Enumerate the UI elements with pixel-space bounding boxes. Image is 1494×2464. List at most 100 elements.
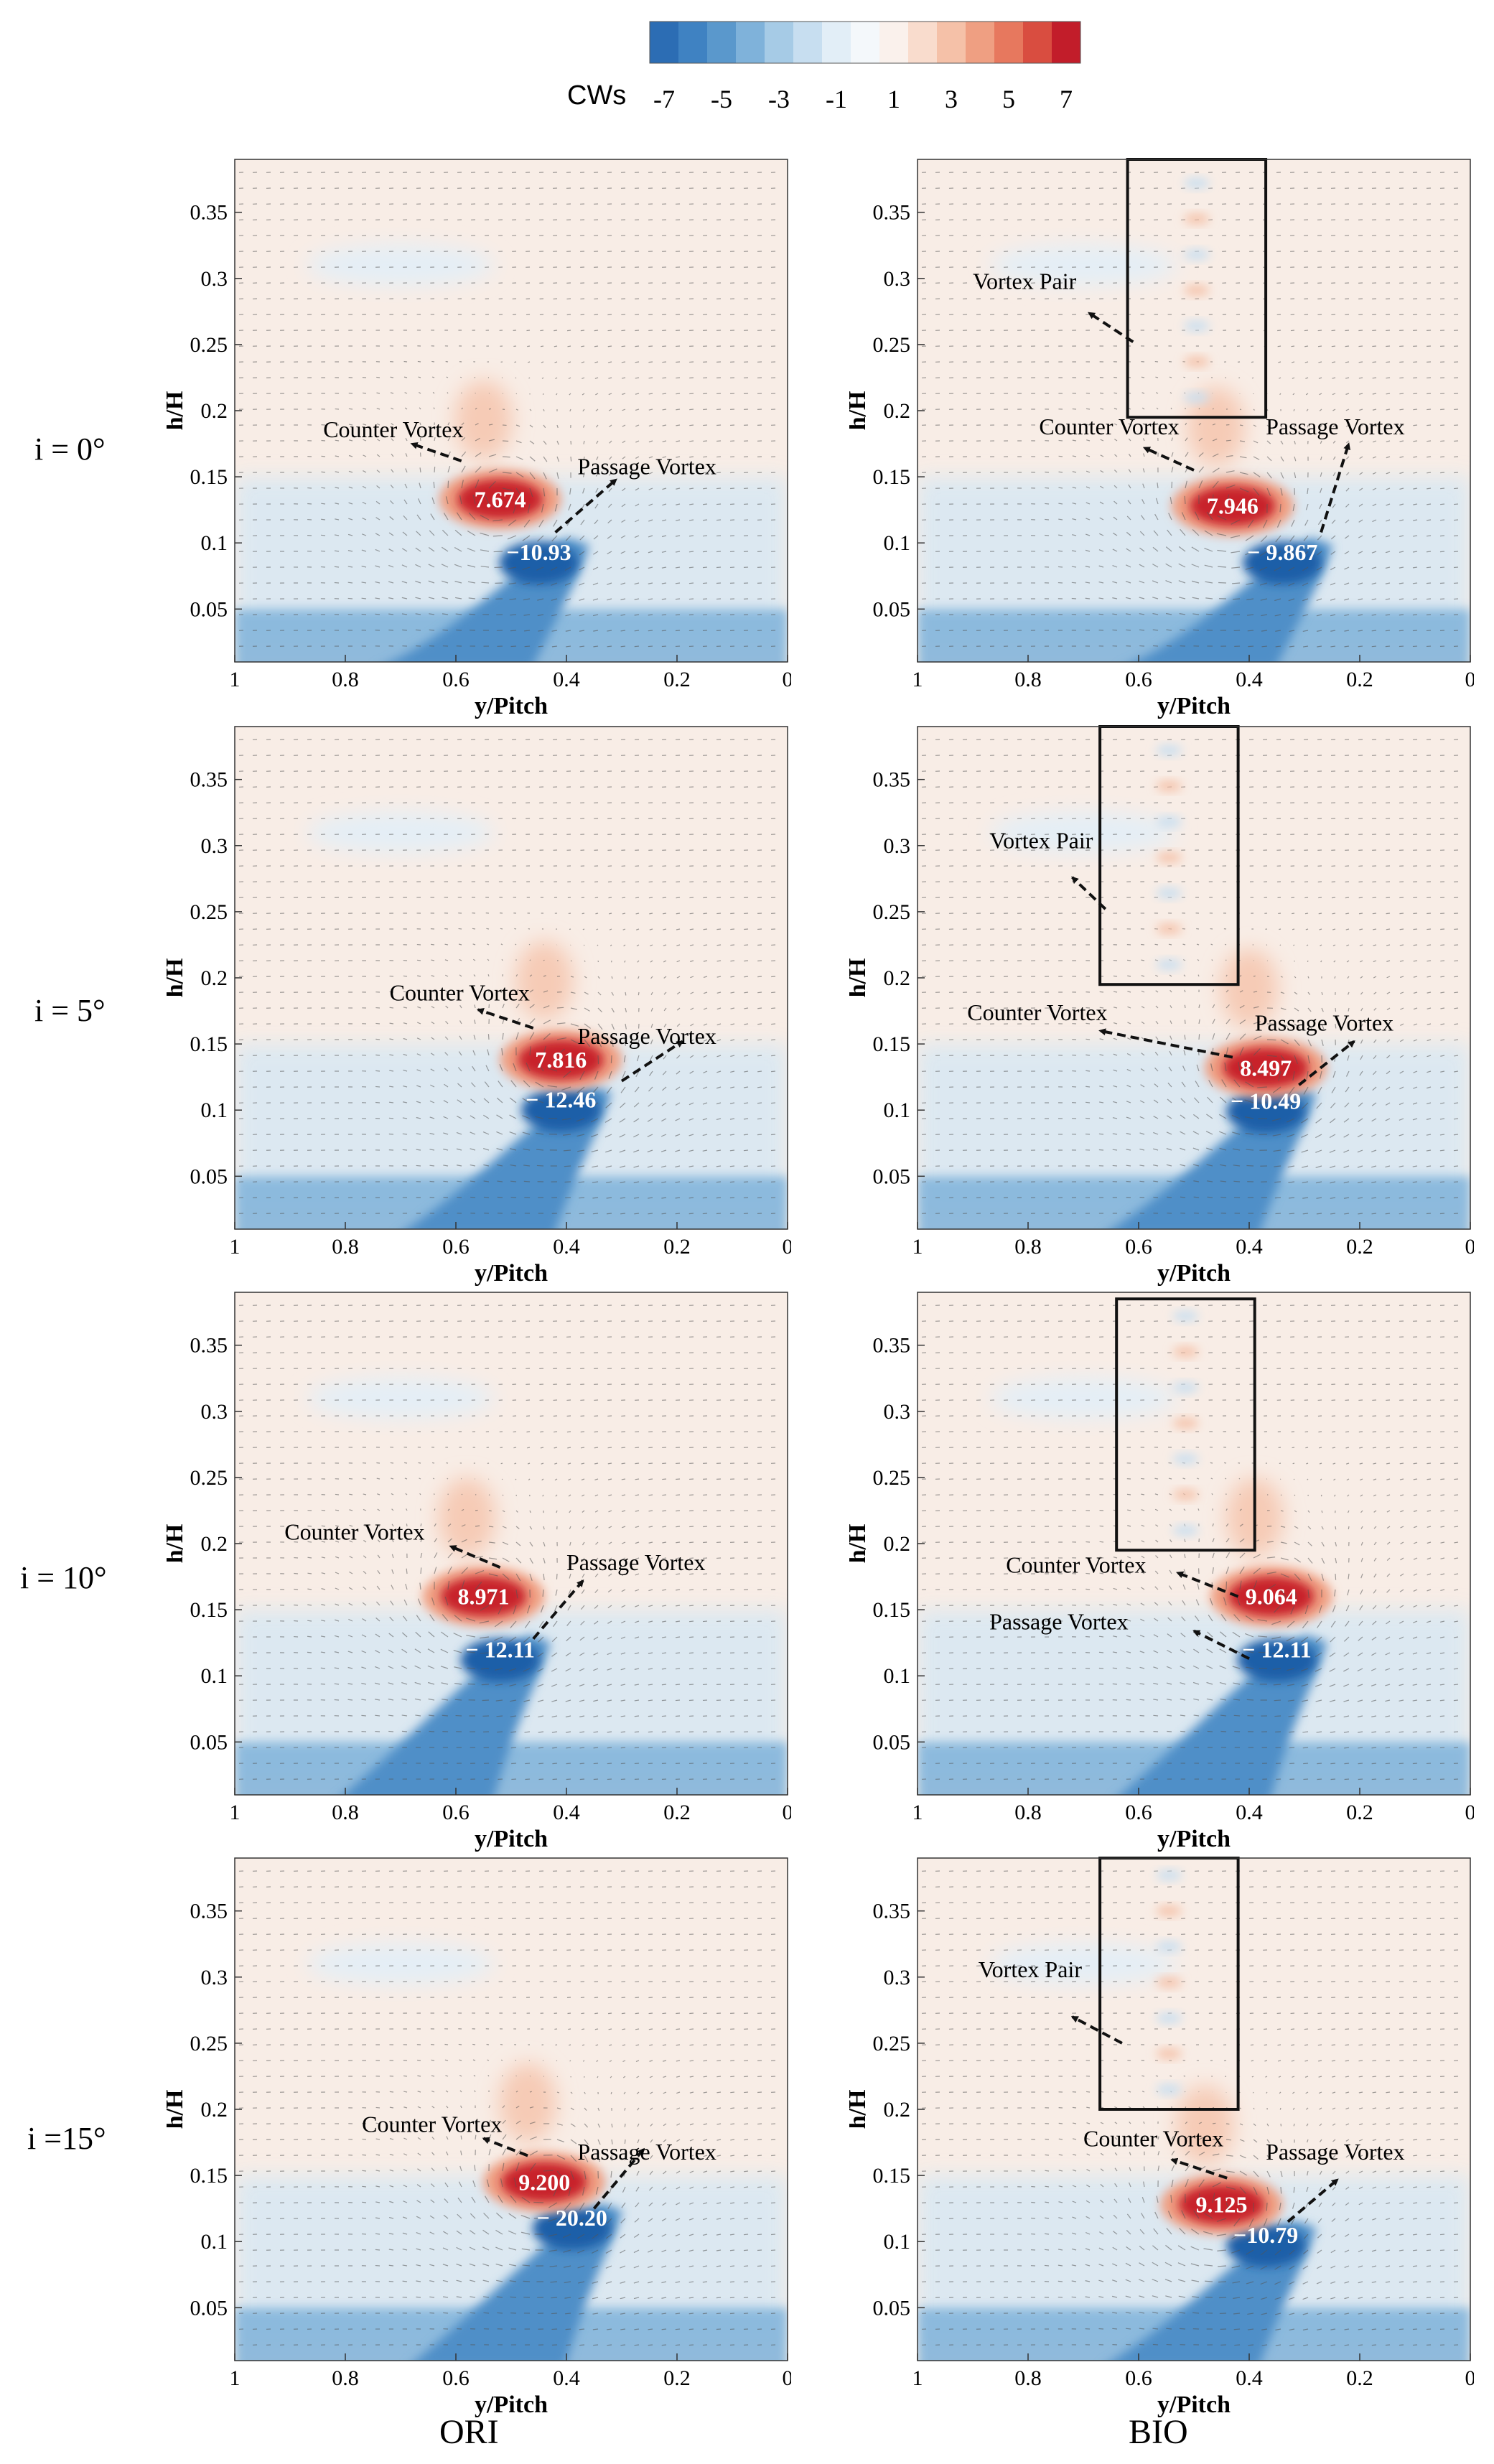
colorbar-tick-label: 3 xyxy=(945,85,958,113)
x-tick-label: 0.4 xyxy=(1236,1801,1263,1824)
colorbar-swatch xyxy=(736,22,765,63)
max-value-label: 9.125 xyxy=(1196,2192,1248,2218)
x-tick-label: 0.2 xyxy=(663,668,691,691)
annotation-label: Passage Vortex xyxy=(1266,414,1404,439)
panel-i15-bio: 1 0.8 0.6 0.4 0.2 0 y/Pitch 0.05 0.1 0.15 0.2 0.25 0… xyxy=(849,1857,1474,2418)
panel-i5-ori: 1 0.8 0.6 0.4 0.2 0 y/Pitch 0.05 0.1 0.15 0.2 0.25 0… xyxy=(167,726,792,1287)
annotation-label: Counter Vortex xyxy=(284,1518,424,1544)
x-tick-label: 0 xyxy=(783,1235,792,1259)
counter-vortex-core xyxy=(1189,485,1276,526)
x-tick-label: 0.4 xyxy=(553,2366,580,2390)
annotation-label: Counter Vortex xyxy=(967,999,1107,1025)
x-axis-label: y/Pitch xyxy=(1157,2391,1231,2418)
x-tick-label: 0.4 xyxy=(553,668,580,691)
y-tick-label: 0.25 xyxy=(873,900,911,924)
y-axis-label: h/H xyxy=(849,2090,871,2129)
field-positive-lobe xyxy=(499,2063,557,2142)
colorbar-swatch xyxy=(994,22,1024,63)
vortex-pair-cell xyxy=(1156,888,1182,899)
x-tick-label: 0.8 xyxy=(332,2366,359,2390)
y-tick-label: 0.2 xyxy=(884,2098,911,2122)
passage-vortex-core xyxy=(460,1638,540,1682)
colorbar-swatch xyxy=(1052,22,1081,63)
y-tick-label: 0.15 xyxy=(873,1032,911,1056)
field-light-region xyxy=(307,1943,494,1984)
y-tick-label: 0.3 xyxy=(884,1400,911,1424)
x-tick-label: 1 xyxy=(912,668,923,691)
y-tick-label: 0.1 xyxy=(201,1098,228,1122)
x-axis-label: y/Pitch xyxy=(475,1260,548,1287)
annotation-label: Passage Vortex xyxy=(989,1609,1128,1635)
annotation-arrow xyxy=(1088,312,1134,343)
vortex-pair-cell xyxy=(1156,1870,1182,1880)
field-positive-lobe xyxy=(1176,2086,1234,2165)
x-tick-label: 0.4 xyxy=(1236,2366,1263,2390)
passage-vortex-core xyxy=(1243,541,1322,585)
y-tick-label: 0.1 xyxy=(201,1664,228,1688)
y-tick-label: 0.3 xyxy=(201,1400,228,1424)
y-tick-label: 0.35 xyxy=(190,768,228,792)
y-tick-label: 0.15 xyxy=(190,465,228,489)
max-value-label: 9.064 xyxy=(1246,1584,1297,1610)
colorbar-title: CWs xyxy=(567,80,627,111)
annotation-label: Counter Vortex xyxy=(1039,414,1179,439)
colorbar-swatch xyxy=(822,22,851,63)
y-tick-label: 0.2 xyxy=(884,966,911,990)
counter-vortex-core xyxy=(501,2162,588,2203)
colorbar-swatch xyxy=(678,22,708,63)
passage-vortex-core xyxy=(1226,1090,1306,1134)
min-value-label: −10.79 xyxy=(1233,2222,1298,2248)
x-tick-label: 0.4 xyxy=(553,1801,580,1824)
annotation-arrow xyxy=(410,442,462,462)
y-tick-label: 0.2 xyxy=(884,399,911,423)
vortex-pair-cell xyxy=(1156,2048,1182,2059)
y-tick-label: 0.15 xyxy=(873,2164,911,2188)
column-label-ori: ORI xyxy=(439,2413,499,2451)
min-value-label: −10.93 xyxy=(506,539,571,565)
max-value-label: 7.816 xyxy=(535,1047,587,1073)
max-value-label: 9.200 xyxy=(518,2169,570,2195)
x-tick-label: 0.6 xyxy=(1125,1801,1152,1824)
x-tick-label: 0 xyxy=(783,2366,792,2390)
panel-i5-bio: 1 0.8 0.6 0.4 0.2 0 y/Pitch 0.05 0.1 0.15 0.2 0.25 0… xyxy=(849,725,1474,1287)
colorbar-swatch xyxy=(851,22,880,63)
vortex-pair-cell xyxy=(1172,1311,1199,1322)
row-label-2: i = 10° xyxy=(20,1560,107,1595)
y-tick-label: 0.25 xyxy=(190,1466,228,1490)
annotation-arrow xyxy=(1320,442,1350,533)
vector-field xyxy=(921,1870,1459,2346)
y-tick-label: 0.25 xyxy=(873,2032,911,2055)
min-value-label: − 20.20 xyxy=(537,2205,607,2231)
y-tick-label: 0.35 xyxy=(873,1900,911,1923)
passage-vortex-core xyxy=(532,2207,612,2251)
min-value-label: − 12.11 xyxy=(465,1636,534,1662)
vortex-pair-cell xyxy=(1156,1977,1182,1988)
colorbar-tick-label: 5 xyxy=(1002,85,1015,113)
colorbar-swatch xyxy=(1023,22,1052,63)
vortex-pair-cell xyxy=(1183,178,1210,189)
x-tick-label: 0.4 xyxy=(1236,1235,1263,1259)
y-tick-label: 0.15 xyxy=(873,1598,911,1622)
x-tick-label: 0.8 xyxy=(332,1235,359,1259)
annotation-label: Counter Vortex xyxy=(1006,1552,1146,1578)
colorbar-tick-label: -1 xyxy=(826,85,847,113)
x-tick-label: 1 xyxy=(912,1801,923,1824)
y-tick-label: 0.25 xyxy=(190,2032,228,2055)
y-tick-label: 0.05 xyxy=(873,2296,911,2320)
colorbar-tick-label: -3 xyxy=(768,85,790,113)
counter-vortex-core xyxy=(1228,1576,1315,1617)
vortex-pair-cell xyxy=(1156,745,1182,756)
y-tick-label: 0.05 xyxy=(190,2296,228,2320)
row-label-1: i = 5° xyxy=(34,993,106,1028)
vector-field xyxy=(921,172,1459,648)
annotation-label: Counter Vortex xyxy=(323,416,463,442)
x-axis-label: y/Pitch xyxy=(1157,1260,1231,1287)
annotation-arrow xyxy=(620,1040,684,1083)
x-tick-label: 0.2 xyxy=(1346,668,1373,691)
y-tick-label: 0.35 xyxy=(190,201,228,225)
x-tick-label: 0.2 xyxy=(1346,1801,1373,1824)
passage-vortex-core xyxy=(499,541,579,585)
y-tick-label: 0.25 xyxy=(190,900,228,924)
passage-vortex-core xyxy=(1226,2224,1306,2267)
x-axis-label: y/Pitch xyxy=(475,693,548,719)
